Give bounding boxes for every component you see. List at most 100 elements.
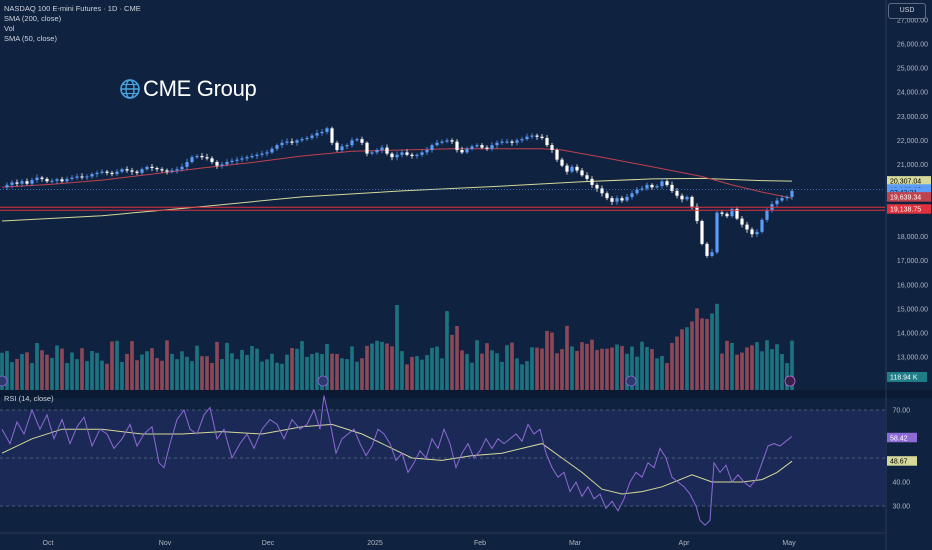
volume-bar — [575, 350, 579, 390]
candle-body — [585, 175, 589, 179]
volume-bar — [790, 340, 794, 390]
candle-body — [5, 184, 9, 188]
volume-bar — [580, 342, 584, 390]
volume-bar — [280, 363, 284, 390]
candle-body — [710, 252, 714, 256]
volume-bar — [760, 351, 764, 390]
volume-bar — [210, 363, 214, 390]
volume-bar — [600, 348, 604, 390]
candle-body — [285, 141, 289, 143]
rsi-legend[interactable]: RSI (14, close) — [4, 394, 54, 403]
candle-body — [495, 142, 499, 146]
candle-body — [485, 147, 489, 149]
volume-bar — [430, 347, 434, 390]
candle-body — [510, 141, 514, 143]
volume-bar — [300, 341, 304, 390]
volume-label-box — [887, 372, 927, 382]
candle-body — [415, 154, 419, 157]
candle-body — [50, 180, 54, 182]
candle-body — [695, 206, 699, 221]
volume-bar — [475, 340, 479, 390]
candle-body — [315, 133, 319, 136]
volume-bar — [400, 351, 404, 390]
rsi-band — [0, 410, 885, 506]
candle-body — [30, 180, 34, 184]
price-tick-label: 27,000.00 — [897, 18, 928, 25]
volume-bar — [165, 340, 169, 390]
candle-body — [205, 157, 209, 159]
volume-bar — [255, 348, 259, 390]
candle-body — [420, 152, 424, 155]
volume-bar — [515, 358, 519, 390]
volume-bar — [560, 349, 564, 390]
volume-bar — [725, 340, 729, 390]
volume-bar — [610, 347, 614, 390]
sma200-legend[interactable]: SMA (200, close) — [4, 14, 62, 23]
volume-bar — [780, 353, 784, 390]
candle-body — [505, 141, 509, 143]
candle-body — [395, 154, 399, 158]
volume-bar — [155, 357, 159, 390]
volume-bar — [240, 349, 244, 390]
candle-body — [370, 152, 374, 154]
volume-bar — [135, 360, 139, 390]
candle-body — [760, 219, 764, 232]
candle-body — [140, 169, 144, 173]
candle-body — [280, 142, 284, 146]
volume-bar — [525, 361, 529, 390]
volume-bar — [530, 347, 534, 390]
candle-body — [765, 210, 769, 220]
candle-body — [350, 140, 354, 146]
candle-body — [675, 190, 679, 196]
rsi-tick-label: 40.00 — [892, 480, 910, 487]
candle-body — [400, 152, 404, 155]
candle-body — [65, 178, 69, 182]
volume-bar — [450, 334, 454, 390]
volume-bar — [505, 345, 509, 390]
candle-body — [560, 159, 564, 166]
volume-bar — [360, 358, 364, 390]
volume-bar — [690, 321, 694, 390]
volume-bar — [705, 319, 709, 390]
time-tick-label: May — [782, 540, 796, 547]
candle-body — [310, 135, 314, 138]
candle-body — [515, 140, 519, 143]
candle-body — [300, 139, 304, 141]
volume-legend[interactable]: Vol — [4, 24, 15, 33]
currency-button[interactable]: USD — [888, 3, 926, 19]
volume-bar — [115, 340, 119, 390]
sma50-legend[interactable]: SMA (50, close) — [4, 34, 57, 43]
price-tick-label: 24,000.00 — [897, 90, 928, 97]
candle-body — [475, 145, 479, 147]
candle-body — [780, 198, 784, 201]
volume-bar — [345, 359, 349, 390]
volume-bar — [55, 345, 59, 390]
candle-body — [145, 166, 149, 170]
volume-bar — [75, 359, 79, 390]
candle-body — [650, 184, 654, 188]
candle-body — [240, 158, 244, 160]
volume-bar — [205, 356, 209, 390]
candle-body — [550, 145, 554, 150]
volume-bar — [435, 346, 439, 390]
event-marker-icon — [0, 375, 8, 387]
volume-bar — [615, 344, 619, 390]
volume-bar — [745, 347, 749, 390]
candle-body — [645, 184, 649, 189]
candle-body — [725, 213, 729, 217]
volume-bar — [420, 359, 424, 390]
price-tick-label: 16,000.00 — [897, 282, 928, 289]
volume-bar — [95, 352, 99, 390]
candle-body — [565, 165, 569, 172]
volume-bar — [5, 350, 9, 390]
volume-bar — [355, 361, 359, 390]
volume-bar — [545, 330, 549, 390]
price-label-box — [887, 192, 931, 202]
candle-body — [555, 149, 559, 160]
candle-body — [410, 154, 414, 157]
volume-bar — [685, 327, 689, 390]
volume-bar — [45, 354, 49, 390]
volume-bar — [160, 360, 164, 390]
volume-bar — [620, 346, 624, 390]
